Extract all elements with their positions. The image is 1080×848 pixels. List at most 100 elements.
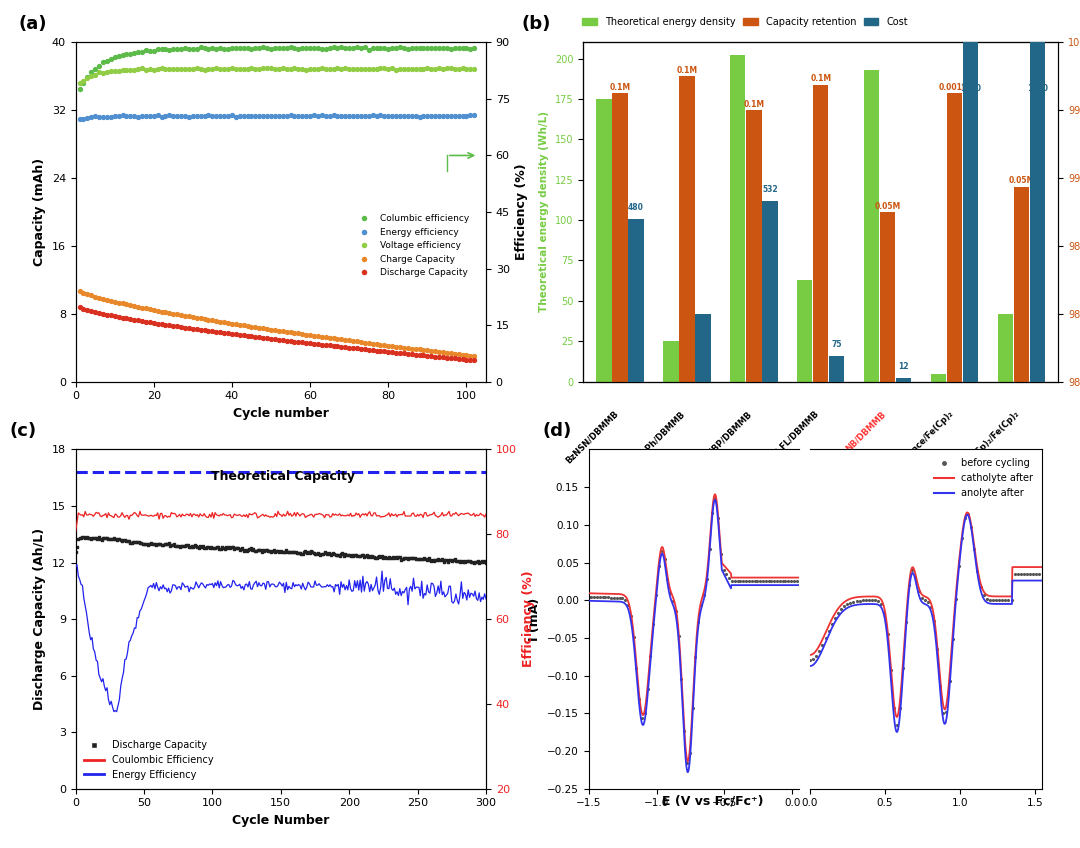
- Point: [161, 306, 178, 320]
- Point: [168, 62, 186, 75]
- Point: [71, 82, 89, 96]
- Point: [91, 306, 108, 320]
- Point: [309, 42, 326, 55]
- Point: [192, 323, 210, 337]
- Point: [154, 538, 172, 551]
- Point: [400, 341, 417, 354]
- Point: [361, 549, 378, 562]
- Point: [153, 62, 171, 75]
- Point: [318, 546, 335, 560]
- Text: 0.1M: 0.1M: [743, 100, 765, 109]
- Point: [255, 321, 272, 335]
- Point: [219, 62, 237, 75]
- Point: [146, 537, 163, 550]
- Bar: [612, 93, 627, 848]
- Point: [105, 532, 122, 545]
- Point: [164, 109, 181, 123]
- Point: [127, 535, 145, 549]
- Point: [91, 65, 108, 79]
- Point: [153, 109, 171, 123]
- Point: [173, 309, 190, 322]
- Point: [113, 48, 131, 62]
- Point: [130, 63, 147, 76]
- Text: (a): (a): [18, 14, 46, 33]
- Point: [390, 550, 407, 564]
- Point: [122, 47, 139, 61]
- Point: [67, 545, 84, 559]
- Point: [282, 334, 299, 348]
- Point: [93, 533, 110, 546]
- Point: [262, 42, 280, 56]
- Point: [465, 354, 483, 367]
- Point: [185, 541, 202, 555]
- Point: [106, 310, 123, 323]
- Point: [204, 314, 221, 327]
- Point: [333, 332, 350, 346]
- Point: [145, 63, 162, 76]
- Point: [435, 555, 453, 569]
- Point: [354, 549, 372, 562]
- Point: [364, 549, 381, 562]
- Point: [206, 541, 224, 555]
- Point: [383, 345, 401, 359]
- Point: [388, 109, 405, 122]
- Point: [261, 544, 279, 558]
- Y-axis label: Theoretical energy density (Wh/L): Theoretical energy density (Wh/L): [539, 111, 550, 313]
- Point: [462, 42, 480, 56]
- Point: [180, 42, 198, 56]
- Point: [157, 109, 174, 122]
- Bar: [963, 42, 978, 382]
- Point: [188, 322, 205, 336]
- Point: [98, 293, 116, 306]
- Point: [224, 317, 241, 331]
- Point: [431, 109, 448, 123]
- Point: [446, 552, 463, 566]
- Point: [216, 62, 233, 75]
- Point: [349, 342, 366, 355]
- Point: [207, 540, 225, 554]
- Point: [282, 109, 299, 122]
- Point: [164, 42, 181, 56]
- Bar: [998, 314, 1013, 382]
- Point: [79, 111, 96, 125]
- Point: [241, 542, 258, 555]
- Point: [450, 41, 468, 54]
- Point: [180, 310, 198, 323]
- Point: [242, 542, 259, 555]
- Point: [345, 41, 362, 54]
- Point: [357, 549, 375, 562]
- Point: [335, 549, 352, 562]
- Point: [122, 536, 139, 550]
- Point: [246, 42, 264, 55]
- Point: [194, 539, 212, 553]
- Point: [374, 550, 391, 563]
- Text: (d): (d): [542, 421, 571, 440]
- Point: [273, 545, 291, 559]
- Point: [98, 110, 116, 124]
- Point: [349, 62, 366, 75]
- Point: [179, 538, 197, 552]
- Point: [434, 346, 451, 360]
- Point: [188, 311, 205, 325]
- Point: [145, 304, 162, 317]
- Text: 2-MBP/DBMMB: 2-MBP/DBMMB: [699, 409, 754, 465]
- Point: [110, 296, 127, 310]
- Point: [395, 347, 413, 360]
- Point: [262, 109, 280, 122]
- Legend: before cycling, catholyte after, anolyte after: before cycling, catholyte after, anolyte…: [930, 455, 1037, 502]
- Point: [458, 555, 475, 568]
- Point: [173, 42, 190, 56]
- Point: [89, 533, 106, 546]
- Point: [420, 552, 437, 566]
- Point: [289, 546, 307, 560]
- Point: [407, 109, 424, 123]
- Point: [458, 109, 475, 122]
- Point: [227, 317, 244, 331]
- Point: [219, 316, 237, 330]
- Point: [79, 532, 96, 545]
- Point: [149, 538, 166, 551]
- Point: [168, 320, 186, 333]
- Point: [175, 539, 192, 553]
- Point: [185, 109, 202, 123]
- Point: [153, 304, 171, 318]
